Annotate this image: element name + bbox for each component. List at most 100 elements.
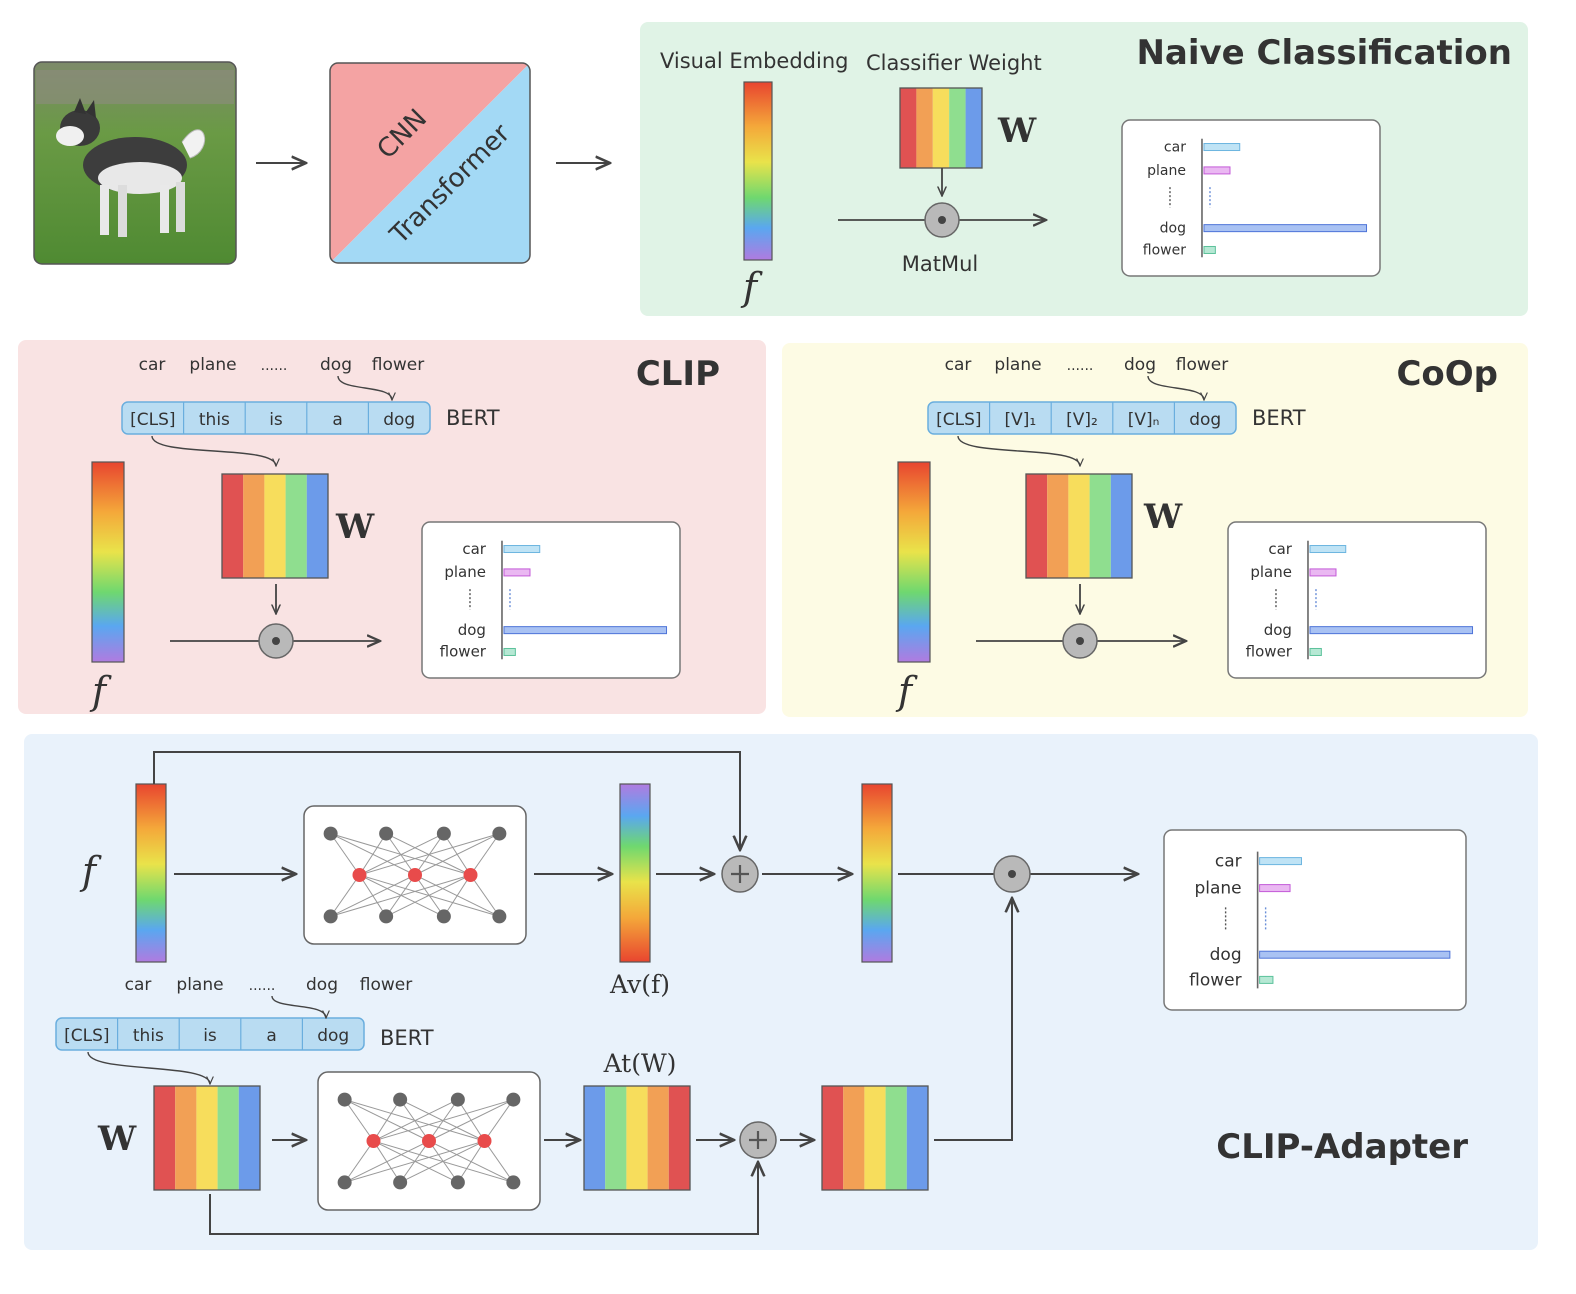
chart-category-label: dog — [1264, 621, 1292, 639]
mlp-edge — [428, 1140, 514, 1183]
weight-column — [264, 474, 286, 578]
mlp-edge — [359, 874, 500, 917]
coop-image-feature-bar — [897, 461, 931, 663]
chart-bar — [1259, 950, 1451, 959]
naive-title: Naive Classification — [1136, 33, 1512, 73]
chart-bar — [503, 545, 541, 554]
matrix-border — [221, 473, 329, 579]
chart-category-label: car — [462, 540, 486, 558]
combined-visual-feature-bar — [861, 783, 893, 963]
weight-column — [306, 474, 328, 578]
mlp-edge — [470, 874, 500, 917]
coop-text-weight-matrix — [1025, 473, 1133, 579]
clip-class-names: car plane...... dog flower — [139, 355, 425, 375]
weight-column — [285, 474, 307, 578]
connector — [271, 995, 326, 1018]
chart-category-label: dog — [1160, 221, 1186, 237]
chart-bar — [1259, 857, 1302, 866]
weight-column — [154, 1086, 176, 1190]
mlp-hidden-node — [463, 868, 478, 882]
adapter-class-names: car plane...... dog flower — [125, 975, 413, 995]
class-name: dog — [1124, 355, 1156, 375]
chart-bar — [1309, 626, 1474, 635]
plus-mark — [749, 1131, 767, 1149]
mlp-node — [337, 1175, 352, 1190]
matrix-border — [583, 1085, 691, 1191]
backbone-box: CNN Transformer — [329, 62, 531, 264]
adapted-visual-feature-bar — [619, 783, 651, 963]
weight-column — [885, 1086, 907, 1190]
chart-category-label: car — [1215, 852, 1242, 872]
mlp-node — [323, 909, 338, 924]
chart-frame — [421, 521, 681, 679]
mlp-edge — [373, 1099, 401, 1142]
mlp-edge — [373, 1099, 459, 1142]
weight-column — [822, 1086, 844, 1190]
chart-category-label: dog — [458, 621, 486, 639]
token: [V]₁ — [1005, 410, 1037, 430]
weight-column — [668, 1086, 690, 1190]
chart-category-label: plane — [444, 563, 486, 581]
mlp-edge — [359, 874, 387, 917]
chart-frame — [1121, 119, 1381, 277]
chart-bar — [1259, 975, 1274, 984]
chart-frame — [1163, 829, 1467, 1011]
dot-product-center — [1008, 870, 1016, 878]
mlp-edge — [330, 833, 360, 876]
class-name: flower — [372, 355, 424, 375]
token: [CLS] — [64, 1026, 109, 1046]
dog-photo — [33, 61, 237, 265]
mlp-hidden-node — [366, 1134, 381, 1148]
weight-column — [175, 1086, 197, 1190]
weight-column — [1026, 474, 1048, 578]
token-bar — [121, 401, 431, 435]
token: is — [269, 410, 283, 430]
naive-prediction-chart: car plane dog flower — [1121, 119, 1381, 277]
dot-product-center — [272, 637, 280, 645]
weight-column — [843, 1086, 865, 1190]
mlp-edge — [330, 874, 360, 917]
mlp-node — [450, 1175, 465, 1190]
chart-category-label: dog — [1210, 945, 1242, 965]
matrix-border — [153, 1085, 261, 1191]
connector — [337, 375, 392, 400]
class-name: dog — [306, 975, 338, 995]
plus-mark — [731, 865, 749, 883]
weight-column — [906, 1086, 928, 1190]
coop-prediction-chart: car plane dog flower — [1227, 521, 1487, 679]
matrix-border — [899, 87, 983, 169]
class-name: plane — [189, 355, 236, 375]
mlp-edge — [428, 1099, 514, 1142]
token: dog — [317, 1026, 349, 1046]
mlp-node — [492, 826, 507, 841]
classifier-weight-matrix — [899, 87, 983, 169]
adapter-title: CLIP-Adapter — [1216, 1127, 1468, 1167]
weight-column — [217, 1086, 239, 1190]
weight-column — [1089, 474, 1111, 578]
clip-title: CLIP — [636, 354, 720, 394]
mlp-edge — [373, 1140, 459, 1183]
chart-bar — [1309, 545, 1347, 554]
mlp-node — [436, 826, 451, 841]
adapter-image-feature-bar — [135, 783, 167, 963]
matrix-border — [821, 1085, 929, 1191]
mlp-edge — [484, 1140, 514, 1183]
weight-column — [864, 1086, 886, 1190]
residual-connection — [153, 751, 740, 850]
mlp-edge — [373, 1140, 514, 1183]
mlp-hidden-node — [422, 1134, 436, 1148]
chart-category-label: plane — [1147, 163, 1186, 179]
chart-bar — [503, 647, 516, 656]
mlp-edge — [359, 833, 500, 876]
weight-column — [916, 88, 933, 168]
classifier-weight-label: Classifier Weight — [866, 51, 1042, 75]
clip-bert-label: BERT — [446, 406, 500, 430]
chart-category-label: plane — [1194, 879, 1241, 899]
adapter-prompt-tokens: [CLS] this is a dog — [55, 1017, 365, 1051]
token: a — [266, 1026, 276, 1046]
weight-column — [1047, 474, 1069, 578]
weight-column — [196, 1086, 218, 1190]
chart-category-label: flower — [1246, 643, 1293, 661]
clip-text-weight-matrix — [221, 473, 329, 579]
chart-bar — [1203, 224, 1368, 233]
